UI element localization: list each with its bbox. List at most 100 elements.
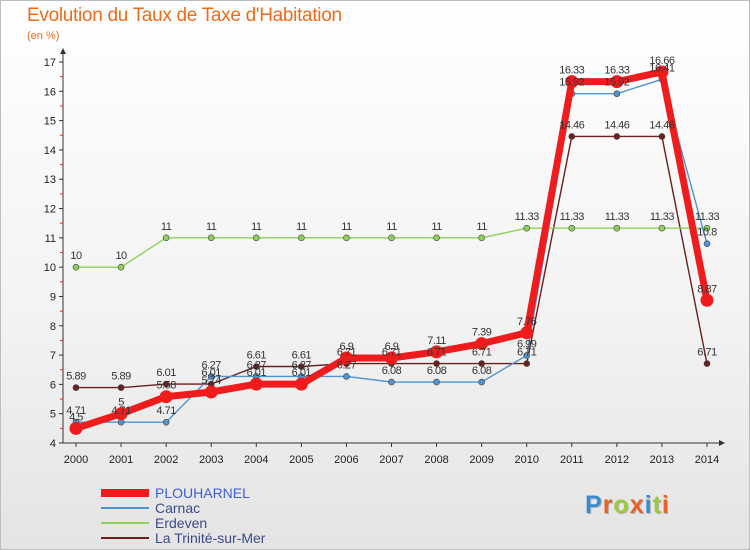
data-point: [703, 240, 711, 248]
legend-label: Carnac: [155, 500, 201, 516]
data-point: [252, 234, 260, 242]
chart-title: Evolution du Taux de Taxe d'Habitation: [27, 5, 342, 26]
data-point: [703, 360, 711, 367]
data-point: [204, 385, 218, 399]
y-axis-arrow: [60, 48, 66, 54]
data-point: [385, 351, 398, 365]
data-label: 15.92: [559, 77, 584, 89]
y-tick-label: 8: [50, 321, 56, 333]
data-label: 6.01: [247, 367, 267, 379]
data-point: [117, 384, 125, 391]
data-label: 16.66: [649, 55, 674, 67]
data-point: [343, 234, 350, 242]
x-axis-arrow: [719, 440, 725, 446]
data-label: 6.71: [382, 347, 402, 359]
data-label: 6.27: [247, 359, 267, 371]
legend-swatch: [101, 489, 149, 497]
data-label: 11.33: [560, 211, 585, 223]
data-label: 6.61: [292, 350, 312, 362]
x-tick-label: 2008: [424, 454, 448, 466]
data-point: [433, 360, 440, 367]
series-carnac: [72, 75, 711, 426]
data-label: 11: [296, 221, 307, 233]
data-point: [207, 234, 215, 242]
data-point: [613, 133, 621, 140]
y-tick-label: 12: [44, 204, 56, 216]
x-tick-label: 2005: [289, 454, 313, 466]
y-tick-label: 15: [44, 116, 56, 128]
x-tick-label: 2012: [605, 454, 629, 466]
data-point: [520, 326, 534, 340]
data-point: [655, 65, 669, 79]
data-point: [162, 380, 170, 388]
data-point: [388, 378, 395, 386]
data-point: [565, 75, 579, 89]
data-point: [475, 337, 489, 351]
data-point: [298, 234, 305, 242]
data-label: 6.71: [472, 347, 492, 359]
data-label: 10: [70, 250, 82, 262]
series-erdeven: [72, 224, 711, 271]
data-label: 7.11: [427, 335, 446, 347]
data-label: 6.01: [292, 367, 312, 379]
data-point: [703, 224, 711, 232]
data-point: [207, 373, 215, 380]
data-label: 16.33: [559, 65, 584, 77]
data-point: [72, 263, 80, 271]
data-label: 4.71: [156, 405, 176, 417]
data-point: [478, 360, 485, 367]
x-tick-label: 2003: [199, 454, 223, 466]
x-tick-label: 2007: [379, 454, 403, 466]
data-label: 11: [431, 221, 442, 233]
data-label: 7.76: [517, 316, 537, 328]
data-point: [159, 390, 173, 404]
data-label: 5.89: [111, 371, 131, 383]
data-label: 6.99: [517, 338, 537, 350]
data-label: 6.27: [292, 359, 312, 371]
y-tick-label: 9: [50, 291, 56, 303]
data-label: 5: [118, 397, 124, 409]
y-tick-label: 14: [44, 145, 56, 157]
data-label: 5.58: [156, 380, 176, 392]
data-label: 6.9: [340, 341, 354, 353]
y-tick-label: 11: [45, 233, 56, 245]
legend-swatch: [101, 522, 149, 524]
legend-swatch: [101, 507, 149, 509]
data-point: [568, 133, 576, 140]
data-point: [162, 234, 170, 242]
data-label: 6.71: [337, 347, 357, 359]
x-tick-label: 2014: [695, 454, 719, 466]
legend-label: La Trinité-sur-Mer: [155, 530, 266, 546]
data-point: [433, 378, 440, 386]
x-tick-label: 2004: [244, 454, 268, 466]
legend-label: PLOUHARNEL: [155, 485, 250, 501]
data-label: 6.61: [247, 350, 267, 362]
data-label: 11.33: [605, 211, 630, 223]
data-point: [658, 133, 666, 140]
x-tick-label: 2000: [64, 454, 88, 466]
series-plouharnel: [69, 65, 714, 435]
y-tick-label: 7: [50, 350, 56, 362]
chart-unit-label: (en %): [27, 30, 60, 42]
data-label: 4.5: [69, 411, 83, 423]
data-point: [339, 351, 353, 365]
series-line: [76, 227, 707, 268]
data-point: [523, 224, 531, 232]
data-point: [523, 360, 531, 367]
data-label: 6.27: [337, 359, 357, 371]
data-point: [294, 377, 308, 391]
x-tick-label: 2001: [109, 454, 133, 466]
data-label: 10.8: [697, 227, 717, 239]
data-point: [433, 234, 440, 242]
data-label: 15.92: [604, 77, 629, 89]
data-label: 11: [206, 221, 217, 233]
legend-swatch: [101, 537, 149, 539]
data-label: 6.08: [472, 365, 492, 377]
data-point: [610, 75, 624, 89]
data-point: [72, 384, 80, 391]
data-label: 14.46: [559, 119, 584, 131]
data-label: 14.46: [604, 119, 629, 131]
y-tick-label: 5: [50, 409, 56, 421]
